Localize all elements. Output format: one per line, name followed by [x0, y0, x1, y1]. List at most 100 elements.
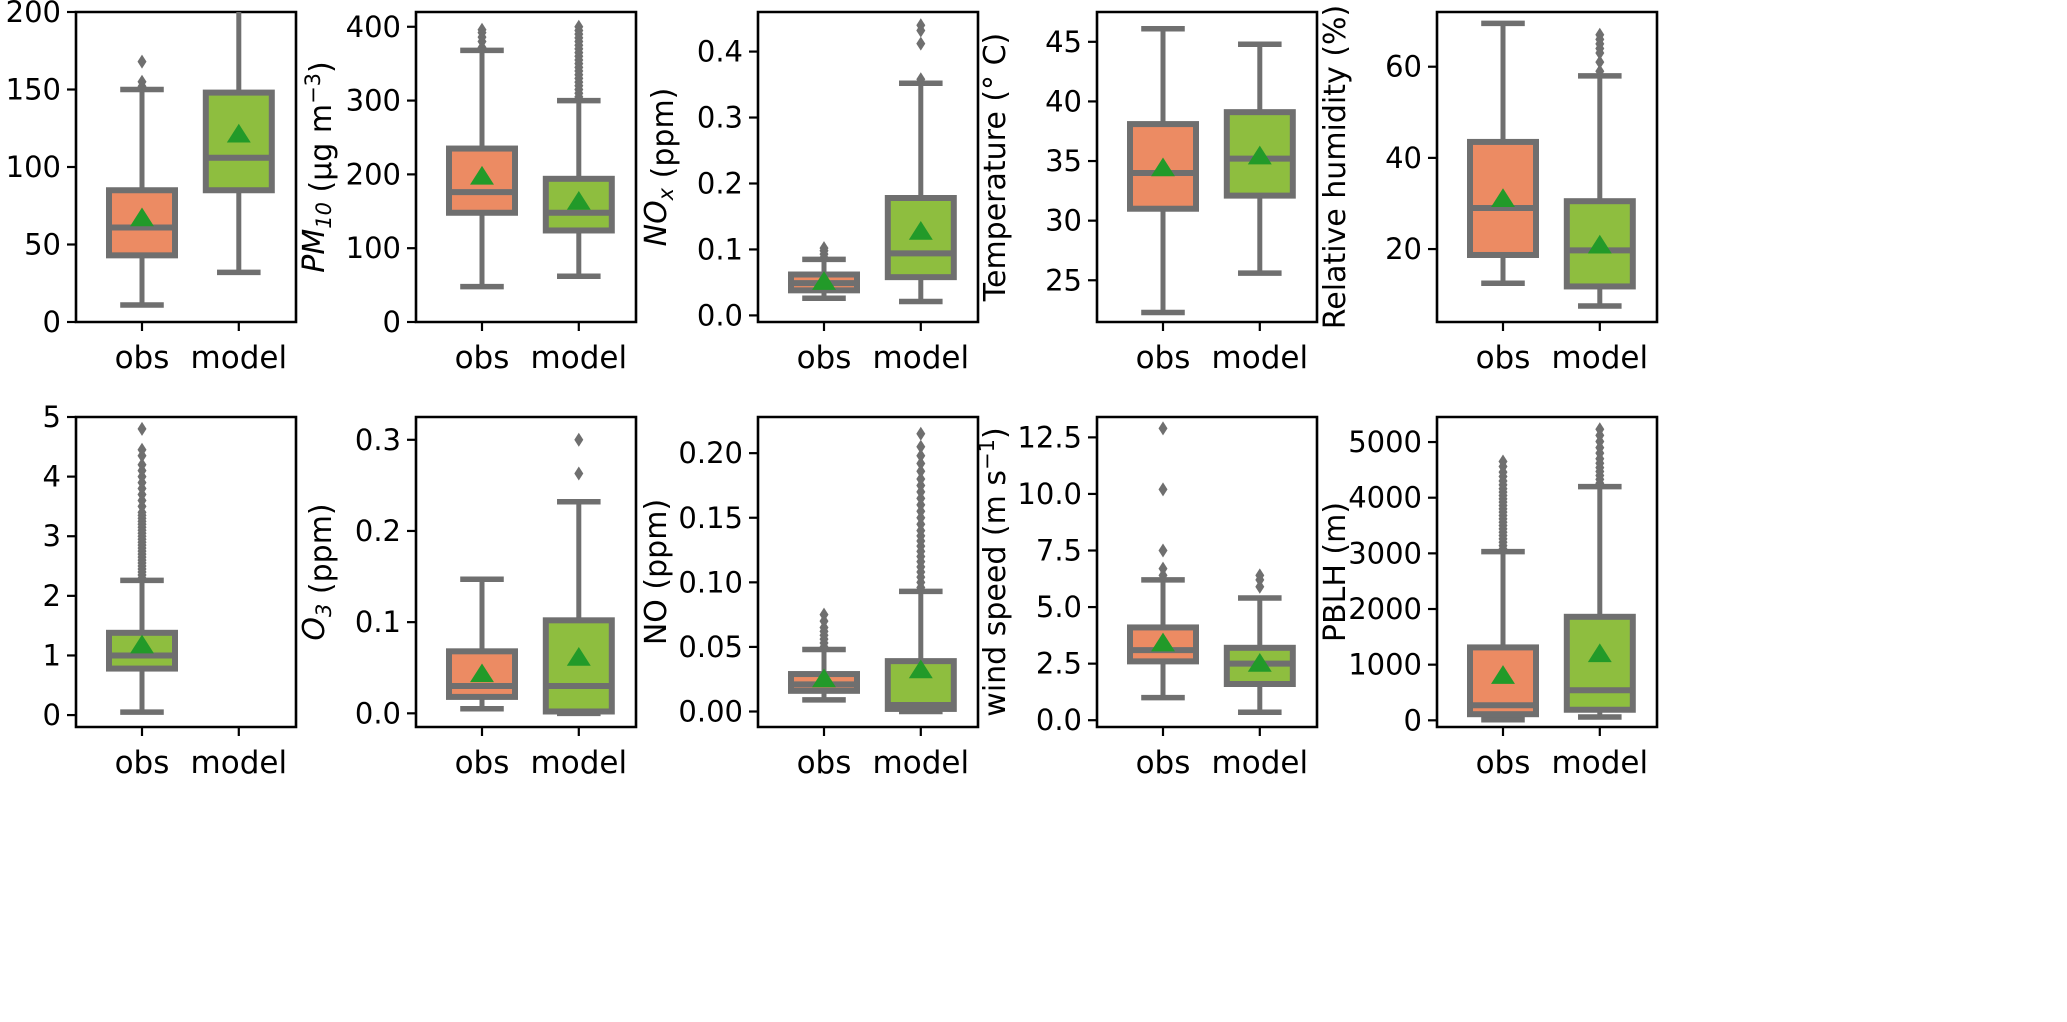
mean-marker — [1491, 665, 1515, 684]
y-axis-label: NOx (ppm) — [639, 88, 681, 247]
panel-wind_speed: 0.0 2.5 5.0 7.5 10.0 12.5 wind speed (m s−1) ob… — [975, 405, 1399, 805]
svg-text:wind speed (m s−1): wind speed (m s−1) — [975, 427, 1013, 716]
y-tick-label: 0.2 — [697, 166, 743, 200]
boxplot-no-obs — [788, 607, 860, 703]
svg-text:PM10 (µg m−3): PM10 (µg m−3) — [297, 61, 339, 273]
x-category-label-obs: obs — [1476, 745, 1531, 781]
y-tick-label: 4 — [43, 460, 61, 494]
y-tick-label: 12.5 — [1017, 420, 1082, 454]
mean-marker — [470, 165, 494, 185]
axes-frame — [1435, 415, 1659, 729]
mean-marker — [812, 668, 836, 688]
boxplot-pblh-model — [1563, 422, 1636, 720]
panel-rh: 20 40 60 Relative humidity (%) obs model — [1318, 0, 1739, 400]
outlier-marker — [819, 241, 829, 256]
outlier-marker — [916, 448, 926, 463]
axes-frame — [1435, 10, 1659, 324]
boxplot-pm10-model — [542, 19, 615, 279]
boxplot-no-model — [884, 426, 957, 715]
mean-marker — [1491, 188, 1515, 207]
y-tick-label: 5.0 — [1036, 590, 1082, 624]
y-tick-label: 0.3 — [697, 101, 743, 135]
x-category-label-obs: obs — [455, 340, 510, 376]
panel-o3: 0.0 0.1 0.2 0.3 O3 (ppm) obs model — [297, 405, 718, 805]
y-tick-label: 0.2 — [355, 514, 401, 548]
outlier-marker — [1595, 27, 1605, 42]
mean-marker — [1587, 234, 1612, 254]
x-category-label-model: model — [1212, 340, 1309, 376]
y-tick-label: 200 — [6, 0, 61, 29]
y-tick-label: 5000 — [1348, 425, 1422, 459]
mean-marker — [1151, 157, 1175, 177]
boxplot-o3-obs — [446, 576, 518, 712]
box-iqr — [542, 617, 615, 715]
outlier-marker — [137, 54, 147, 69]
outlier-marker — [1595, 55, 1605, 70]
y-tick-label: 0 — [43, 305, 61, 339]
y-tick-label: 3000 — [1348, 536, 1422, 570]
axes-frame — [74, 10, 298, 324]
boxplot-nox-model — [884, 18, 957, 305]
svg-text:O3 (ppm): O3 (ppm) — [297, 503, 339, 640]
y-tick-label: 400 — [346, 10, 401, 44]
outlier-marker — [1158, 421, 1168, 436]
y-tick-label: 1000 — [1348, 648, 1422, 682]
y-tick-label: 3 — [43, 519, 61, 553]
y-tick-label: 2 — [43, 579, 61, 613]
boxplot-rh-model — [1563, 27, 1636, 309]
mean-marker — [566, 647, 591, 666]
x-category-label-obs: obs — [797, 340, 852, 376]
y-tick-label: 4000 — [1348, 481, 1422, 515]
mean-marker — [470, 663, 494, 683]
boxplot-temperature-obs — [1127, 25, 1199, 316]
panel-pm10: 0 100 200 300 400 PM10 (µg m−3) obs model — [297, 0, 718, 400]
svg-text:PBLH (m): PBLH (m) — [1318, 502, 1353, 642]
x-category-label-model: model — [191, 340, 288, 376]
outlier-marker — [137, 442, 147, 457]
svg-text:Relative humidity (%): Relative humidity (%) — [1318, 5, 1353, 329]
boxplot-pblh-obs — [1467, 454, 1539, 723]
y-tick-label: 100 — [346, 231, 401, 265]
mean-marker — [566, 191, 591, 210]
y-tick-label: 150 — [6, 73, 61, 107]
y-tick-label: 0.0 — [355, 696, 401, 730]
y-tick-label: 10.0 — [1017, 477, 1082, 511]
outlier-marker — [477, 22, 487, 37]
y-axis-label: PBLH (m) — [1318, 502, 1353, 642]
y-tick-label: 40 — [1045, 84, 1082, 118]
y-tick-label: 0.20 — [678, 436, 743, 470]
y-tick-label: 50 — [24, 228, 61, 262]
outlier-marker — [137, 74, 147, 89]
x-category-label-obs: obs — [1476, 340, 1531, 376]
outlier-marker — [574, 19, 584, 34]
y-tick-label: 35 — [1045, 144, 1082, 178]
y-tick-label: 0.00 — [678, 695, 743, 729]
y-tick-label: 40 — [1385, 141, 1422, 175]
axes-frame — [1095, 415, 1319, 729]
y-tick-label: 45 — [1045, 25, 1082, 59]
x-category-label-model: model — [531, 745, 628, 781]
y-tick-label: 100 — [6, 150, 61, 184]
svg-text:Temperature (° C): Temperature (° C) — [978, 33, 1013, 302]
boxplot-rh-obs — [1467, 20, 1539, 286]
y-tick-label: 0.10 — [678, 565, 743, 599]
mean-marker — [1247, 145, 1272, 165]
mean-marker — [908, 659, 933, 679]
boxplot-wind_speed-obs — [1127, 421, 1199, 701]
y-tick-label: 0 — [43, 698, 61, 732]
boxplot-co-obs — [106, 421, 178, 715]
axes-frame — [414, 10, 638, 324]
outlier-marker — [1595, 422, 1605, 437]
mean-marker — [1587, 643, 1612, 663]
outlier-marker — [916, 456, 926, 471]
outlier-marker — [1498, 454, 1508, 469]
outlier-marker — [1158, 561, 1168, 576]
y-tick-label: 2000 — [1348, 592, 1422, 626]
mean-marker — [908, 220, 933, 240]
outlier-marker — [916, 36, 926, 51]
outlier-marker — [916, 426, 926, 441]
x-category-label-model: model — [1552, 340, 1649, 376]
